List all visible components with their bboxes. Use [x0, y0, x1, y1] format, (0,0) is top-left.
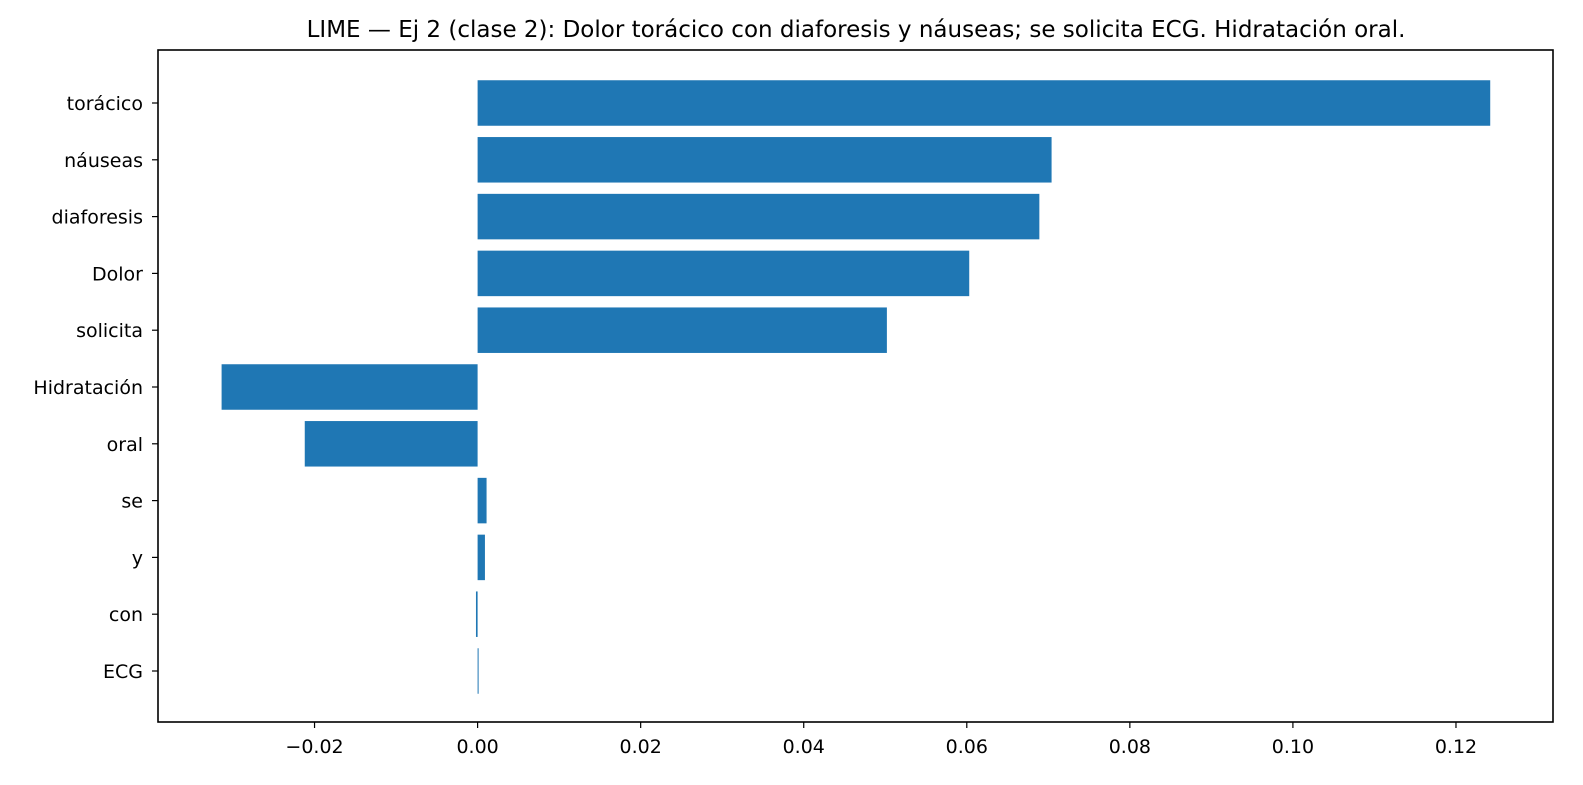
y-tick-label: ECG [103, 661, 143, 683]
bar-6 [304, 421, 478, 467]
x-tick-label: −0.02 [285, 736, 343, 758]
y-tick-label: y [132, 547, 143, 569]
bar-9 [475, 591, 478, 637]
x-tick-label: 0.10 [1272, 736, 1314, 758]
x-tick-label: 0.00 [456, 736, 498, 758]
bars-group [221, 80, 1491, 694]
y-tick-label: diaforesis [52, 207, 143, 229]
bar-2 [477, 193, 1040, 240]
x-tick-label: 0.02 [620, 736, 662, 758]
x-axis-ticks: −0.02 0.00 0.02 0.04 0.06 0.08 0.10 0.12 [285, 722, 1477, 758]
bar-3 [477, 250, 970, 297]
bar-0 [477, 80, 1491, 126]
bar-7 [477, 477, 487, 524]
y-tick-label: se [121, 491, 143, 513]
x-tick-label: 0.12 [1435, 736, 1477, 758]
y-tick-label: solicita [76, 320, 143, 342]
y-tick-label: oral [107, 434, 143, 456]
bar-8 [477, 534, 485, 581]
bar-4 [477, 307, 887, 353]
x-tick-label: 0.08 [1109, 736, 1151, 758]
y-tick-label: torácico [67, 93, 143, 115]
plot-frame [157, 49, 1554, 723]
x-tick-label: 0.04 [783, 736, 825, 758]
chart-title: LIME — Ej 2 (clase 2): Dolor torácico co… [307, 17, 1406, 43]
y-tick-label: Dolor [92, 263, 143, 285]
y-tick-label: con [109, 604, 143, 626]
y-tick-label: Hidratación [33, 377, 143, 399]
y-axis-ticks: torácico náuseas diaforesis Dolor solicita Hi… [33, 93, 158, 683]
x-tick-label: 0.06 [946, 736, 988, 758]
bar-10 [477, 648, 479, 694]
bar-5 [221, 364, 478, 410]
y-tick-label: náuseas [64, 150, 143, 172]
bar-1 [477, 137, 1052, 183]
